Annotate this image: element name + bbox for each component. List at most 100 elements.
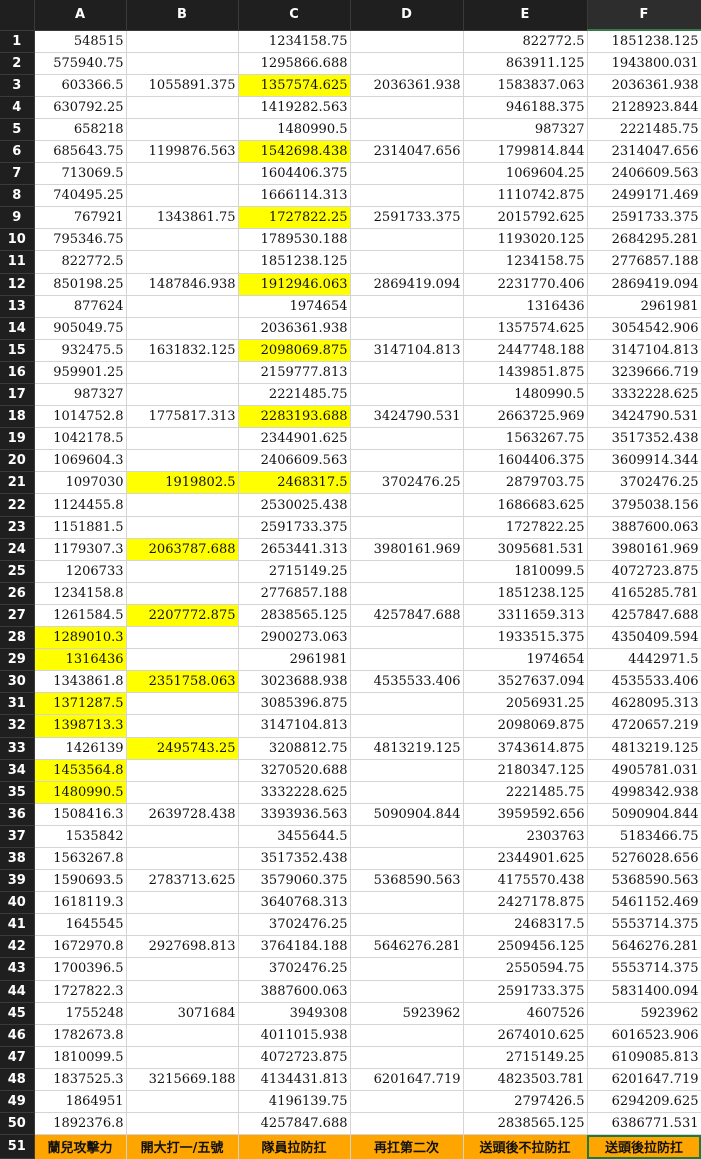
cell-b[interactable]: [126, 295, 239, 318]
cell-d[interactable]: 3424790.531: [350, 405, 464, 429]
cell-d[interactable]: [350, 52, 464, 75]
cell-b[interactable]: 1199876.563: [126, 140, 239, 164]
cell-f[interactable]: 4813219.125: [587, 737, 701, 760]
cell-a[interactable]: 1508416.3: [34, 803, 127, 826]
cell-d[interactable]: 5090904.844: [350, 803, 464, 826]
cell-c[interactable]: 2530025.438: [238, 493, 351, 517]
cell-e[interactable]: 1727822.25: [463, 516, 588, 539]
row-header[interactable]: 39: [0, 869, 35, 893]
cell-e[interactable]: 1851238.125: [463, 582, 588, 605]
cell-a[interactable]: 932475.5: [34, 339, 127, 362]
row-header[interactable]: 17: [0, 383, 35, 407]
column-header-e[interactable]: E: [463, 0, 588, 31]
cell-f[interactable]: 5923962: [587, 1002, 701, 1025]
cell-d[interactable]: [350, 560, 464, 583]
cell-c[interactable]: 3147104.813: [238, 714, 351, 738]
row-header[interactable]: 48: [0, 1068, 35, 1092]
cell-f[interactable]: 3332228.625: [587, 383, 701, 407]
cell-d[interactable]: [350, 449, 464, 473]
row-header[interactable]: 21: [0, 471, 35, 495]
cell-c[interactable]: 2776857.188: [238, 582, 351, 605]
cell-b[interactable]: [126, 692, 239, 716]
row-header[interactable]: 34: [0, 759, 35, 782]
cell-c[interactable]: 2653441.313: [238, 538, 351, 561]
cell-f[interactable]: 2128923.844: [587, 96, 701, 119]
cell-f[interactable]: 3147104.813: [587, 339, 701, 362]
cell-a[interactable]: 822772.5: [34, 250, 127, 274]
cell-c[interactable]: 3393936.563: [238, 803, 351, 826]
cell-b[interactable]: [126, 1112, 239, 1136]
cell-a[interactable]: 1590693.5: [34, 869, 127, 893]
cell-b[interactable]: [126, 118, 239, 141]
cell-f[interactable]: 3702476.25: [587, 471, 701, 495]
row-header[interactable]: 24: [0, 538, 35, 561]
row-header[interactable]: 25: [0, 560, 35, 583]
cell-f[interactable]: 3795038.156: [587, 493, 701, 517]
cell-f[interactable]: 5461152.469: [587, 891, 701, 915]
cell-c[interactable]: 3517352.438: [238, 847, 351, 871]
cell-d[interactable]: [350, 781, 464, 804]
cell-e[interactable]: 2344901.625: [463, 847, 588, 871]
cell-d[interactable]: [350, 361, 464, 385]
cell-e[interactable]: 4607526: [463, 1002, 588, 1025]
cell-f[interactable]: 2036361.938: [587, 74, 701, 97]
row-header[interactable]: 28: [0, 626, 35, 650]
cell-e[interactable]: 1316436: [463, 295, 588, 318]
cell-d[interactable]: [350, 626, 464, 650]
cell-c[interactable]: 4134431.813: [238, 1068, 351, 1092]
cell-a[interactable]: 905049.75: [34, 317, 127, 340]
cell-e[interactable]: 2303763: [463, 825, 588, 848]
row-header[interactable]: 31: [0, 692, 35, 716]
cell-c[interactable]: 1727822.25: [238, 206, 351, 230]
cell-b[interactable]: [126, 317, 239, 340]
cell-a[interactable]: 713069.5: [34, 162, 127, 186]
cell-a[interactable]: 1234158.8: [34, 582, 127, 605]
cell-f[interactable]: 6109085.813: [587, 1046, 701, 1069]
cell-b[interactable]: [126, 162, 239, 186]
cell-a[interactable]: 1069604.3: [34, 449, 127, 473]
row-header[interactable]: 8: [0, 184, 35, 208]
cell-b[interactable]: 2495743.25: [126, 737, 239, 760]
row-header[interactable]: 47: [0, 1046, 35, 1069]
cell-a[interactable]: 1700396.5: [34, 957, 127, 981]
cell-b[interactable]: [126, 847, 239, 871]
cell-f[interactable]: 5368590.563: [587, 869, 701, 893]
row-header[interactable]: 9: [0, 206, 35, 230]
label-cell-f-active[interactable]: 送頭後拉防扛: [587, 1134, 701, 1159]
cell-d[interactable]: 2314047.656: [350, 140, 464, 164]
cell-d[interactable]: [350, 648, 464, 672]
cell-f[interactable]: 5183466.75: [587, 825, 701, 848]
cell-d[interactable]: [350, 1112, 464, 1136]
cell-e[interactable]: 2674010.625: [463, 1024, 588, 1047]
cell-c[interactable]: 2221485.75: [238, 383, 351, 407]
cell-e[interactable]: 1686683.625: [463, 493, 588, 517]
label-cell-b[interactable]: 開大打一/五號: [126, 1134, 239, 1159]
cell-c[interactable]: 3208812.75: [238, 737, 351, 760]
cell-c[interactable]: 3640768.313: [238, 891, 351, 915]
cell-e[interactable]: 3743614.875: [463, 737, 588, 760]
row-header[interactable]: 13: [0, 295, 35, 318]
cell-d[interactable]: 2036361.938: [350, 74, 464, 97]
cell-a[interactable]: 1179307.3: [34, 538, 127, 561]
cell-a[interactable]: 630792.25: [34, 96, 127, 119]
cell-f[interactable]: 6294209.625: [587, 1090, 701, 1114]
row-header[interactable]: 43: [0, 957, 35, 981]
cell-a[interactable]: 1426139: [34, 737, 127, 760]
cell-c[interactable]: 1912946.063: [238, 273, 351, 296]
cell-a[interactable]: 1097030: [34, 471, 127, 495]
cell-e[interactable]: 1439851.875: [463, 361, 588, 385]
cell-b[interactable]: [126, 759, 239, 782]
cell-e[interactable]: 2468317.5: [463, 913, 588, 937]
cell-a[interactable]: 795346.75: [34, 228, 127, 252]
cell-e[interactable]: 1604406.375: [463, 449, 588, 473]
cell-f[interactable]: 4628095.313: [587, 692, 701, 716]
cell-a[interactable]: 1645545: [34, 913, 127, 937]
select-all-corner[interactable]: [0, 0, 35, 31]
cell-d[interactable]: 5923962: [350, 1002, 464, 1025]
cell-f[interactable]: 5646276.281: [587, 935, 701, 959]
cell-c[interactable]: 1542698.438: [238, 140, 351, 164]
cell-c[interactable]: 1234158.75: [238, 30, 351, 53]
cell-d[interactable]: [350, 30, 464, 53]
row-header[interactable]: 22: [0, 493, 35, 517]
cell-f[interactable]: 3980161.969: [587, 538, 701, 561]
